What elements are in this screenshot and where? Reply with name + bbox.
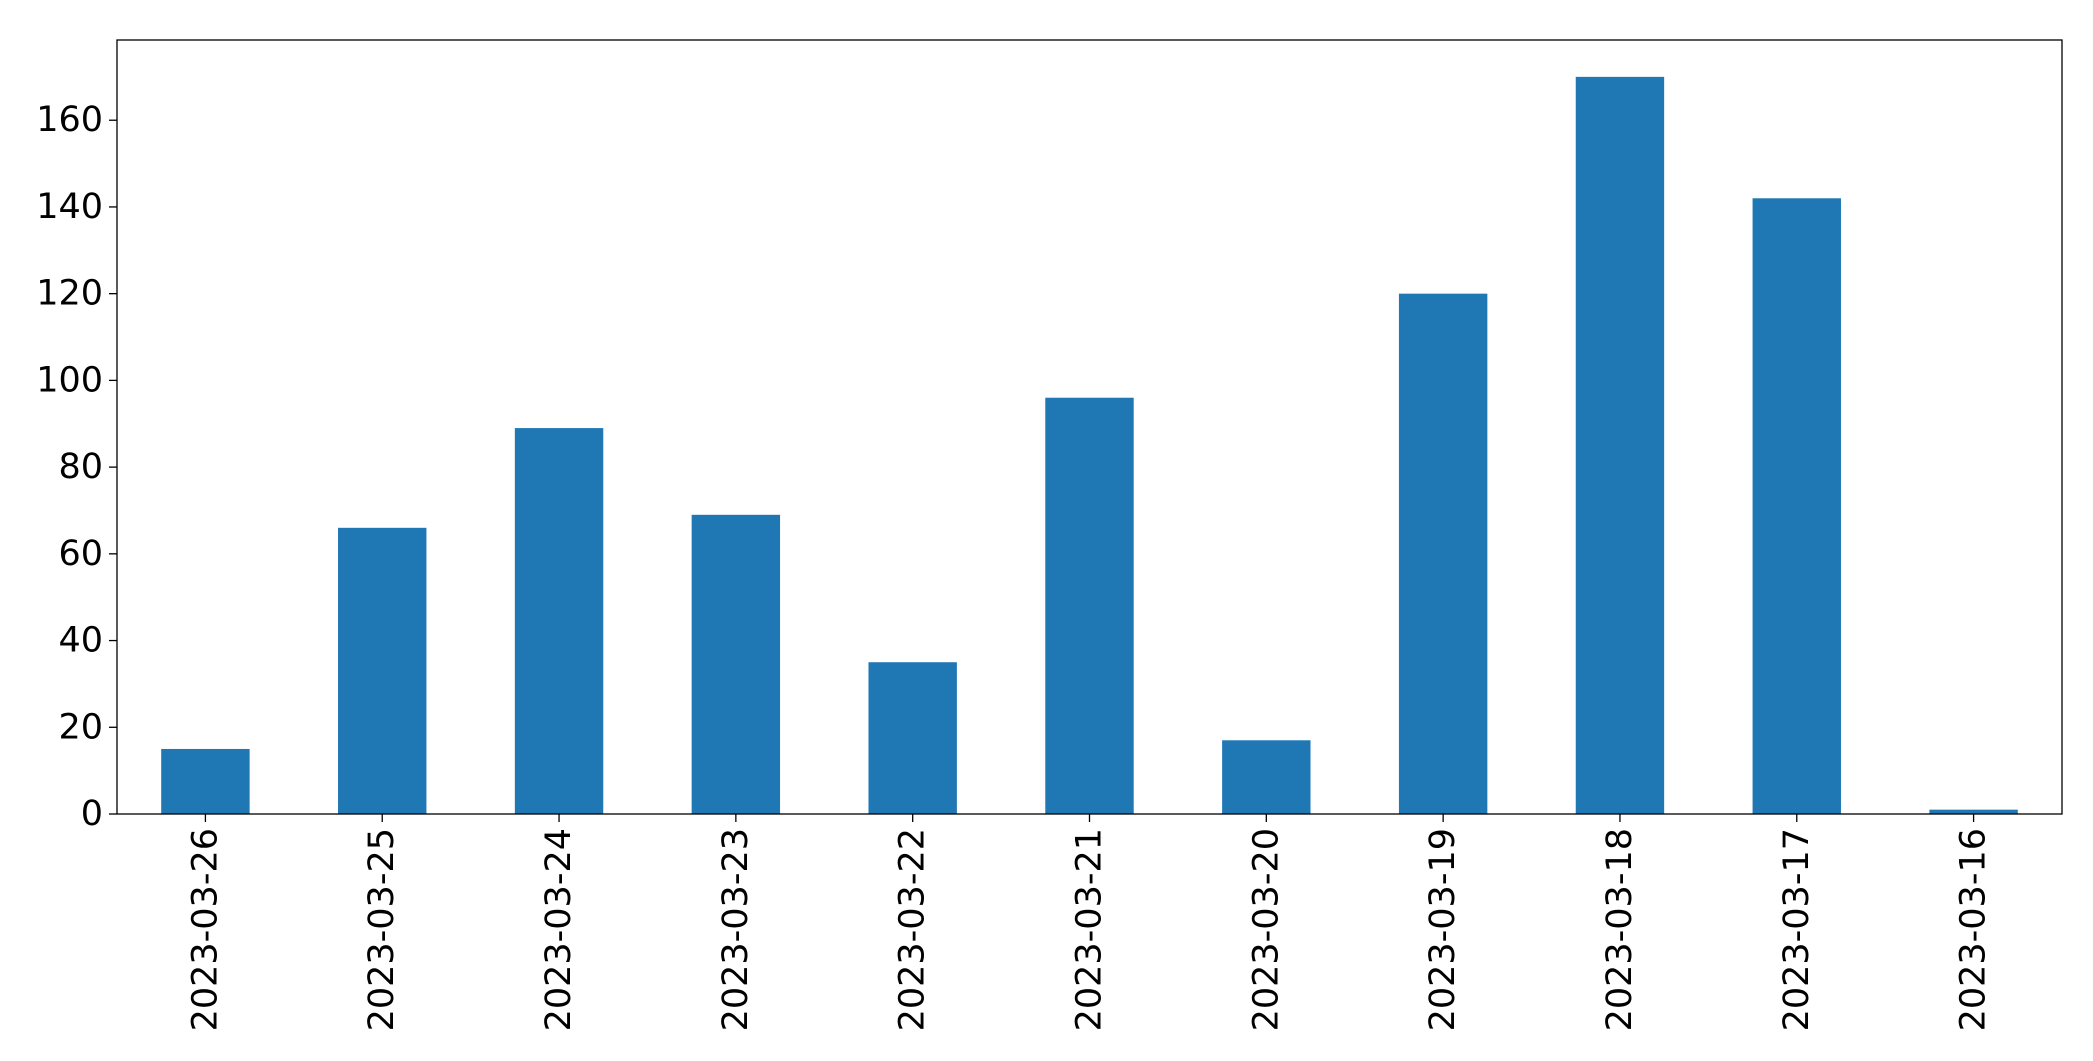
x-tick-label: 2023-03-24 (539, 828, 579, 1031)
bar (1045, 397, 1134, 814)
bar (1222, 740, 1311, 814)
x-tick-label: 2023-03-22 (893, 828, 933, 1031)
bar (338, 527, 427, 814)
bar-series (161, 76, 2018, 815)
x-tick-label: 2023-03-25 (362, 828, 402, 1031)
y-tick-label: 140 (36, 187, 103, 227)
y-tick-label: 20 (58, 707, 103, 747)
x-tick-label: 2023-03-19 (1423, 828, 1463, 1031)
y-tick-label: 0 (81, 794, 103, 834)
bar (691, 514, 781, 814)
y-tick-label: 120 (36, 274, 103, 314)
x-axis: 2023-03-26 2023-03-25 2023-03-24 2023-03-23… (185, 814, 1994, 1031)
plot-frame (116, 39, 2063, 815)
x-tick-label: 2023-03-23 (716, 828, 756, 1031)
bar (1398, 293, 1488, 814)
bar (514, 428, 604, 814)
x-tick-label: 2023-03-17 (1777, 828, 1817, 1031)
y-tick-label: 60 (58, 534, 103, 574)
bar (868, 662, 957, 814)
x-tick-label: 2023-03-20 (1246, 828, 1286, 1031)
bar (1752, 198, 1841, 814)
bar (161, 748, 250, 814)
bar (1575, 76, 1665, 815)
y-tick-label: 100 (36, 360, 103, 400)
y-tick-label: 80 (58, 447, 103, 487)
x-tick-label: 2023-03-26 (185, 828, 225, 1031)
x-tick-label: 2023-03-18 (1600, 828, 1640, 1031)
y-tick-label: 40 (58, 621, 103, 661)
x-tick-label: 2023-03-21 (1070, 828, 1110, 1031)
y-tick-label: 160 (36, 100, 103, 140)
bar (1929, 809, 2018, 814)
x-tick-label: 2023-03-16 (1954, 828, 1994, 1031)
y-axis: 0 20 40 60 80 100 120 140 160 (36, 100, 117, 834)
